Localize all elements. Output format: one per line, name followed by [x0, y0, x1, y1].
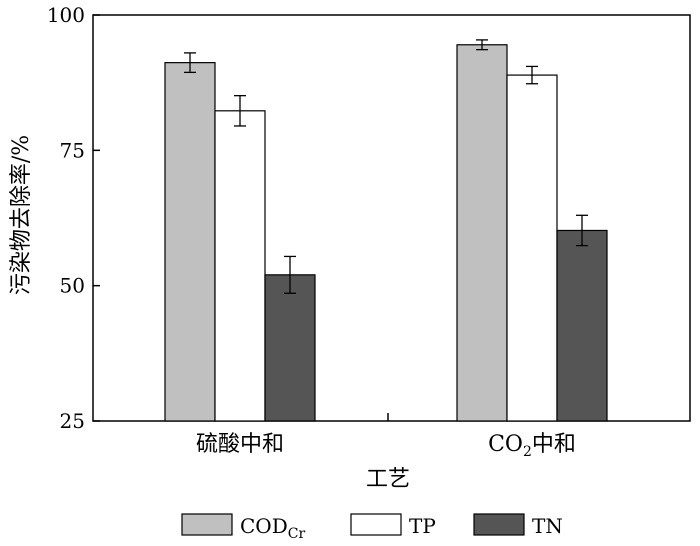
bar-tn-2 — [556, 229, 608, 422]
plot-frame — [92, 14, 691, 422]
legend-swatch-codcr — [181, 513, 233, 536]
bar-tn-1 — [264, 274, 316, 422]
y-tick-label: 50 — [60, 274, 85, 298]
x-tick-label: CO2中和 — [488, 432, 576, 460]
y-tick-label: 100 — [47, 3, 85, 27]
y-axis: 25 50 75 100 — [47, 3, 100, 433]
bar-tp-1 — [214, 110, 266, 422]
y-tick-label: 25 — [60, 409, 85, 433]
legend-label-tn: TN — [532, 514, 563, 538]
bar-tp-2 — [506, 74, 558, 422]
y-axis-title: 污染物去除率/% — [9, 135, 34, 295]
legend-label-tp: TP — [409, 514, 436, 538]
x-tick-label: 硫酸中和 — [196, 432, 284, 457]
bar-codcr-2 — [456, 44, 508, 422]
legend-swatch-tp — [350, 513, 402, 536]
bar-marks — [164, 39, 608, 422]
legend-swatch-tn — [473, 513, 525, 536]
y-tick-label: 75 — [60, 138, 85, 162]
legend-label-codcr: CODCr — [240, 514, 305, 542]
plot-border — [92, 14, 691, 422]
legend: CODCr TP TN — [181, 513, 563, 542]
x-axis-title: 工艺 — [366, 467, 410, 492]
bar-codcr-1 — [164, 62, 216, 422]
x-axis: 硫酸中和 CO2中和 — [196, 413, 576, 460]
